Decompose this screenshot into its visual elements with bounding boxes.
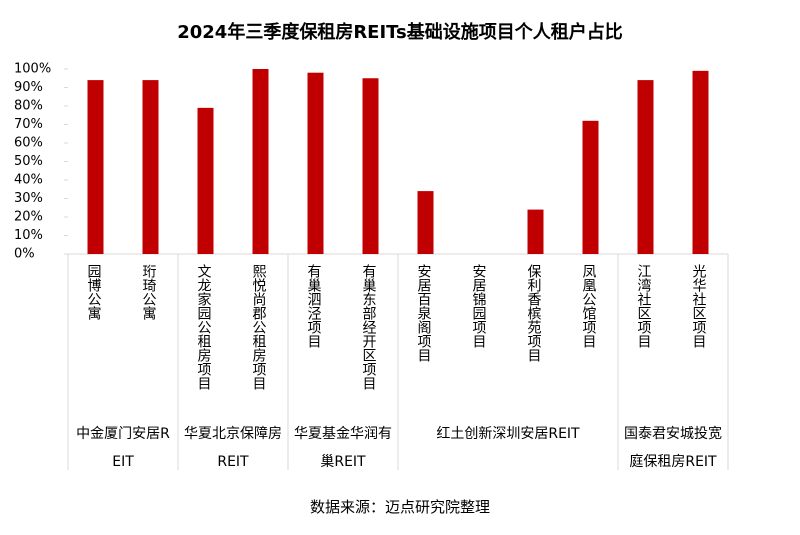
y-tick-label: 70%: [14, 117, 43, 132]
group-label: 红土创新深圳安居REIT: [436, 426, 580, 442]
x-tick-label: 安居锦园项目: [470, 264, 487, 348]
chart-title: 2024年三季度保租房REITs基础设施项目个人租户占比: [177, 22, 623, 43]
y-tick-label: 20%: [14, 210, 43, 225]
group-label: 华夏北京保障房REIT: [184, 426, 282, 470]
bar: [527, 209, 544, 254]
bar: [417, 191, 434, 254]
bar: [252, 69, 269, 254]
bar: [692, 70, 709, 254]
y-tick-label: 80%: [14, 99, 43, 114]
y-tick-label: 50%: [14, 154, 43, 169]
group-label: 国泰君安城投宽庭保租房REIT: [624, 426, 722, 470]
x-tick-label: 光华社区项目: [690, 264, 707, 348]
y-tick-label: 0%: [14, 247, 35, 262]
x-tick-label: 凤凰公馆项目: [580, 264, 597, 348]
y-tick-label: 60%: [14, 136, 43, 151]
x-tick-label: 保利香槟苑项目: [525, 264, 542, 362]
x-tick-label: 熙悦尚郡公租房项目: [250, 264, 267, 390]
group-label: 中金厦门安居REIT: [76, 426, 170, 470]
x-tick-label: 珩琦公寓: [140, 264, 157, 320]
x-tick-label: 有巢泗泾项目: [305, 264, 322, 348]
x-tick-label: 有巢东部经开区项目: [360, 264, 377, 390]
y-tick-label: 40%: [14, 173, 43, 188]
bar: [637, 80, 654, 254]
group-label: 华夏基金华润有巢REIT: [294, 426, 392, 470]
bar: [142, 80, 159, 254]
bar: [307, 72, 324, 254]
x-tick-label: 园博公寓: [85, 264, 102, 320]
y-tick-label: 30%: [14, 191, 43, 206]
source-note: 数据来源：迈点研究院整理: [309, 498, 490, 516]
y-tick-label: 100%: [14, 62, 51, 77]
bar: [362, 78, 379, 254]
y-tick-label: 90%: [14, 80, 43, 95]
x-tick-label: 安居百泉阁项目: [415, 264, 432, 362]
x-tick-label: 文龙家园公租房项目: [195, 264, 212, 390]
x-tick-label: 江湾社区项目: [635, 264, 652, 348]
bar: [197, 107, 214, 254]
y-tick-label: 10%: [14, 228, 43, 243]
bar: [582, 120, 599, 254]
bar: [87, 80, 104, 254]
